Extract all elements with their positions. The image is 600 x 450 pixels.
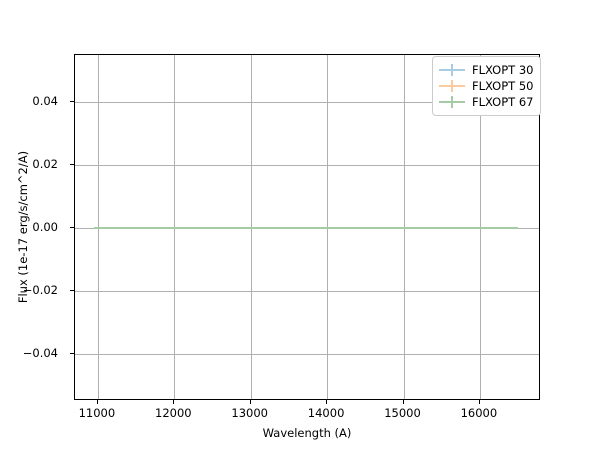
y-tick-label: −0.04 [22, 345, 58, 360]
x-tick-label: 13000 [231, 406, 268, 420]
x-tick-label: 16000 [460, 406, 498, 420]
gridline-horizontal [75, 102, 539, 104]
legend-label: FLXOPT 67 [472, 95, 534, 109]
x-tick-mark [249, 400, 251, 404]
y-tick-mark [70, 227, 74, 228]
legend-label: FLXOPT 50 [472, 79, 534, 93]
x-tick-label: 12000 [155, 406, 192, 420]
x-tick-mark [478, 400, 480, 404]
legend-label: FLXOPT 30 [472, 63, 534, 77]
y-tick-mark [70, 164, 74, 166]
y-tick-label: −0.02 [22, 282, 58, 297]
chart-legend[interactable]: FLXOPT 30 FLXOPT 50 FLXOPT 67 [432, 56, 542, 116]
legend-item[interactable]: FLXOPT 67 [439, 94, 533, 110]
x-tick-label: 14000 [307, 406, 345, 420]
y-tick-mark [70, 289, 74, 291]
y-tick-label: 0.02 [32, 157, 58, 172]
x-tick-mark [173, 400, 175, 404]
gridline-horizontal [75, 165, 539, 167]
legend-item[interactable]: FLXOPT 30 [439, 62, 533, 78]
x-tick-mark [326, 400, 328, 404]
x-tick-mark [96, 400, 98, 404]
y-tick-label: 0.04 [32, 94, 58, 109]
gridline-horizontal [75, 353, 539, 355]
errorbar-marker-icon [439, 79, 465, 93]
x-tick-mark [402, 400, 404, 404]
series-line [94, 226, 519, 230]
y-tick-mark [70, 352, 74, 354]
x-tick-label: 15000 [384, 406, 421, 420]
x-tick-label: 11000 [78, 406, 116, 420]
x-axis-label: Wavelength (A) [262, 426, 352, 440]
y-tick-mark [70, 101, 74, 103]
legend-item[interactable]: FLXOPT 50 [439, 78, 533, 94]
y-tick-label: 0.00 [32, 220, 58, 234]
gridline-horizontal [75, 290, 539, 292]
errorbar-marker-icon [439, 95, 465, 109]
errorbar-marker-icon [439, 63, 465, 77]
